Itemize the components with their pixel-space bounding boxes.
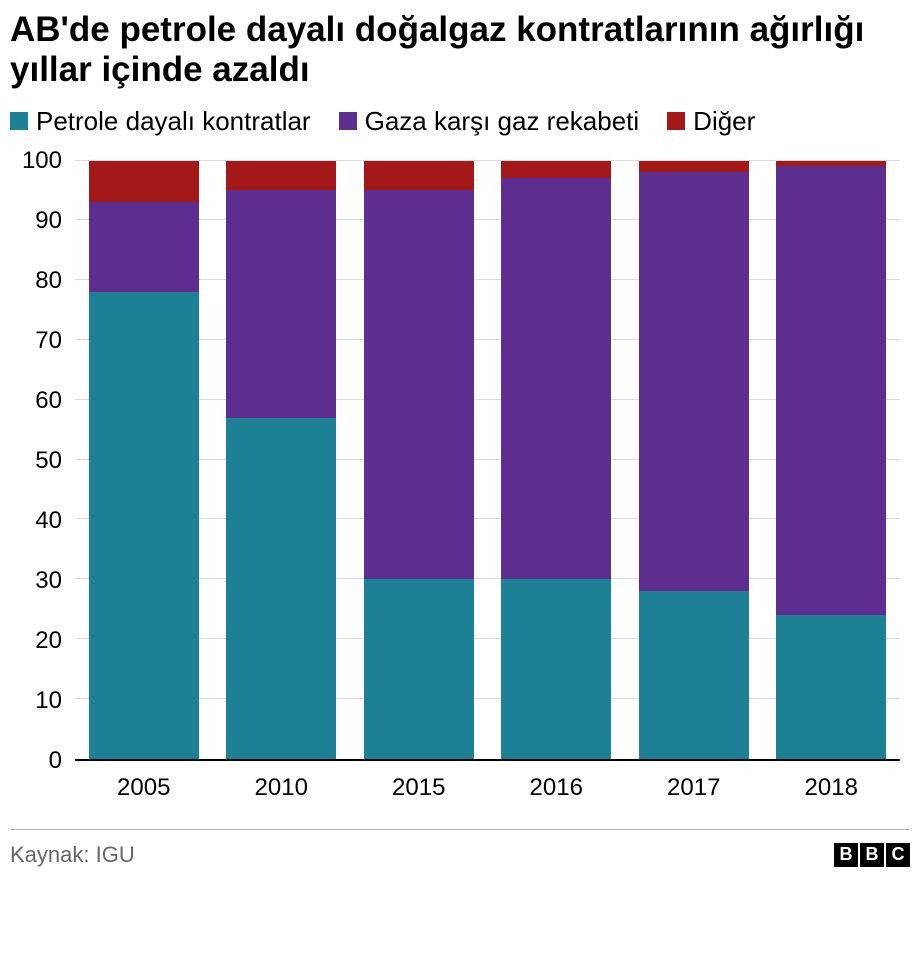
bar-segment	[364, 161, 474, 191]
x-tick-label: 2016	[501, 774, 611, 802]
x-tick-label: 2015	[364, 774, 474, 802]
bar-segment	[501, 579, 611, 758]
bar-group: 2010	[226, 161, 336, 759]
bar-segment	[226, 418, 336, 759]
y-tick-label: 90	[7, 207, 62, 235]
bar-group: 2018	[776, 161, 886, 759]
bar-segment	[89, 292, 199, 758]
y-tick-label: 60	[7, 387, 62, 415]
y-tick-label: 70	[7, 327, 62, 355]
bar-group: 2017	[639, 161, 749, 759]
y-tick-label: 30	[7, 567, 62, 595]
plot-area: 20052010 20152016 20172018	[75, 161, 900, 761]
legend-label: Diğer	[693, 106, 755, 137]
y-tick-label: 80	[7, 267, 62, 295]
bar-segment	[501, 178, 611, 579]
bar-group: 2016	[501, 161, 611, 759]
bar-segment	[776, 615, 886, 759]
y-tick-label: 50	[7, 447, 62, 475]
bar-segment	[226, 190, 336, 417]
logo-letter: B	[860, 843, 884, 867]
bar-segment	[89, 161, 199, 203]
bar-segment	[639, 591, 749, 758]
legend-swatch	[10, 112, 28, 130]
bar-segment	[501, 161, 611, 179]
x-tick-label: 2010	[226, 774, 336, 802]
logo-letter: C	[886, 843, 910, 867]
bar-group: 2015	[364, 161, 474, 759]
source-label: Kaynak: IGU	[10, 842, 135, 868]
legend: Petrole dayalı kontratlar Gaza karşı gaz …	[10, 106, 910, 141]
bar-segment	[639, 161, 749, 173]
bbc-logo: BBC	[834, 843, 910, 867]
x-tick-label: 2005	[89, 774, 199, 802]
y-tick-label: 10	[7, 687, 62, 715]
x-tick-label: 2018	[776, 774, 886, 802]
bar-segment	[364, 190, 474, 579]
bar-segment	[776, 166, 886, 615]
x-tick-label: 2017	[639, 774, 749, 802]
bar-segment	[226, 161, 336, 191]
legend-item: Petrole dayalı kontratlar	[10, 106, 311, 137]
bar-group: 2005	[89, 161, 199, 759]
logo-letter: B	[834, 843, 858, 867]
legend-item: Diğer	[667, 106, 755, 137]
chart-title: AB'de petrole dayalı doğalgaz kontratlar…	[10, 10, 910, 91]
bar-segment	[639, 172, 749, 591]
y-tick-label: 0	[7, 747, 62, 775]
legend-label: Petrole dayalı kontratlar	[36, 106, 311, 137]
chart-footer: Kaynak: IGU BBC	[10, 829, 910, 878]
y-tick-label: 40	[7, 507, 62, 535]
bar-segment	[89, 202, 199, 292]
legend-swatch	[339, 112, 357, 130]
y-axis: 0102030405060708090100	[10, 161, 70, 761]
legend-swatch	[667, 112, 685, 130]
chart-area: 0102030405060708090100 20052010201520162…	[75, 161, 900, 801]
y-tick-label: 20	[7, 627, 62, 655]
y-tick-label: 100	[7, 147, 62, 175]
legend-label: Gaza karşı gaz rekabeti	[365, 106, 640, 137]
legend-item: Gaza karşı gaz rekabeti	[339, 106, 640, 137]
bars-container: 20052010 20152016 20172018	[75, 161, 900, 759]
chart-container: AB'de petrole dayalı doğalgaz kontratlar…	[0, 0, 920, 878]
bar-segment	[364, 579, 474, 758]
